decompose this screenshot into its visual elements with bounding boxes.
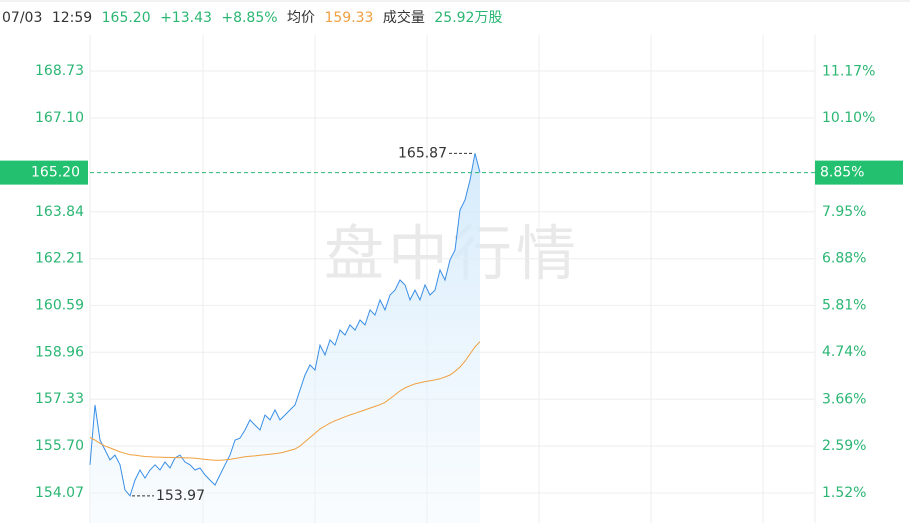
price-area — [90, 153, 480, 523]
y2-tick-label: 2.59% — [822, 438, 866, 454]
low-label: 153.97 — [156, 488, 205, 504]
change: +13.43 — [160, 10, 212, 26]
y-tick-label: 167.10 — [35, 110, 84, 126]
y-tick-label: 158.96 — [35, 344, 84, 360]
y-tick-label: 157.33 — [35, 391, 84, 407]
y2-tick-label: 6.88% — [822, 251, 866, 267]
volume: 25.92万股 — [434, 10, 502, 26]
y2-tick-label: 5.81% — [822, 297, 866, 313]
price-line — [89, 153, 481, 497]
current-price-tag — [0, 160, 88, 185]
y-tick-label: 154.07 — [35, 485, 84, 501]
avg-line — [89, 341, 481, 461]
current-pct-tag — [815, 160, 903, 185]
y2-tick-label: 10.10% — [822, 110, 875, 126]
y-tick-label: 163.84 — [35, 204, 84, 220]
avg-label: 均价 — [287, 10, 315, 26]
avg: 159.33 — [324, 10, 373, 26]
current-price-label: 165.20 — [31, 165, 80, 181]
price: 165.20 — [102, 10, 151, 26]
y2-tick-label: 11.17% — [822, 63, 875, 79]
y-tick-label: 155.70 — [35, 438, 84, 454]
y-tick-label: 168.73 — [35, 63, 84, 79]
vertical-grid — [89, 35, 816, 523]
y2-tick-label: 1.52% — [822, 485, 866, 501]
y-tick-label: 162.21 — [35, 251, 84, 267]
y2-tick-label: 4.74% — [822, 344, 866, 360]
y2-tick-label: 3.66% — [822, 391, 866, 407]
y-tick-label: 160.59 — [35, 297, 84, 313]
volume-label: 成交量 — [383, 9, 425, 26]
header: 07/03 12:59 165.20 +13.43 +8.85% 均价 159.… — [2, 9, 502, 26]
date: 07/03 — [2, 10, 42, 26]
high-label: 165.87 — [398, 145, 447, 161]
change-pct: +8.85% — [221, 10, 277, 26]
y2-tick-label: 7.95% — [822, 204, 866, 220]
time: 12:59 — [52, 10, 92, 26]
current-pct-label: 8.85% — [820, 165, 864, 181]
